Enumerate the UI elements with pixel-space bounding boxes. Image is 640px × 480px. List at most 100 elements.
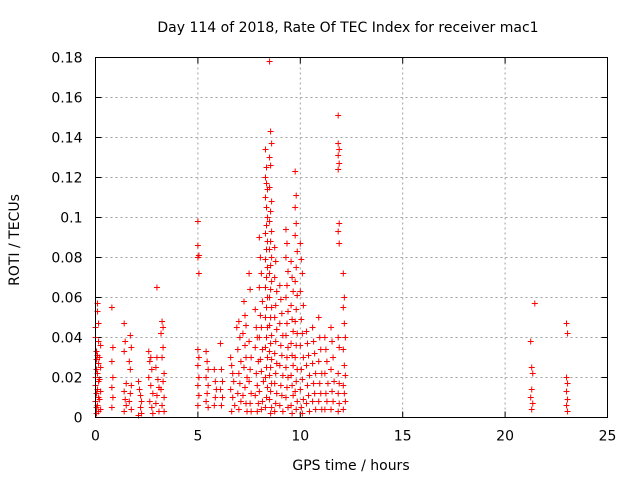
data-point xyxy=(267,128,274,135)
data-point xyxy=(153,284,160,291)
data-point xyxy=(160,344,167,351)
data-point xyxy=(256,334,263,341)
x-tick-label: 0 xyxy=(91,429,100,445)
data-point xyxy=(255,400,262,407)
data-point xyxy=(203,348,210,355)
y-tick-label: 0.08 xyxy=(51,251,82,267)
data-point xyxy=(336,160,343,167)
y-tick-label: 0.12 xyxy=(51,171,82,187)
data-point xyxy=(217,340,224,347)
data-point xyxy=(267,238,274,245)
data-point xyxy=(310,338,317,345)
data-point xyxy=(317,390,324,397)
data-point xyxy=(268,140,275,147)
data-point xyxy=(262,146,269,153)
data-point xyxy=(303,362,310,369)
data-point xyxy=(259,398,266,405)
data-point xyxy=(298,366,305,373)
data-point xyxy=(290,362,297,369)
data-point xyxy=(529,370,536,377)
data-point xyxy=(266,322,273,329)
y-tick-label: 0.16 xyxy=(51,91,82,107)
data-point xyxy=(289,352,296,359)
data-point xyxy=(263,334,270,341)
data-point xyxy=(299,410,306,417)
data-point xyxy=(342,372,349,379)
data-point xyxy=(268,228,275,235)
data-point xyxy=(285,344,292,351)
data-point xyxy=(294,398,301,405)
data-point xyxy=(335,152,342,159)
data-point xyxy=(328,324,335,331)
data-point xyxy=(277,342,284,349)
data-point xyxy=(122,396,129,403)
data-point xyxy=(315,358,322,365)
data-point xyxy=(247,400,254,407)
data-point xyxy=(161,394,168,401)
data-point xyxy=(321,370,328,377)
data-point xyxy=(340,304,347,311)
data-point xyxy=(234,390,241,397)
data-point xyxy=(234,346,241,353)
data-point xyxy=(267,162,274,169)
data-point xyxy=(154,376,161,383)
data-point xyxy=(271,314,278,321)
x-tick-label: 25 xyxy=(599,429,617,445)
data-point xyxy=(252,392,259,399)
data-point xyxy=(128,382,135,389)
data-point xyxy=(262,404,269,411)
data-point xyxy=(276,282,283,289)
data-point xyxy=(276,320,283,327)
data-point xyxy=(268,332,275,339)
data-point xyxy=(267,364,274,371)
data-point xyxy=(146,398,153,405)
data-point xyxy=(219,394,226,401)
data-point xyxy=(267,388,274,395)
data-point xyxy=(330,354,337,361)
data-point xyxy=(126,358,133,365)
data-point xyxy=(299,376,306,383)
data-point xyxy=(341,294,348,301)
data-point xyxy=(229,370,236,377)
data-point xyxy=(300,302,307,309)
y-tick-label: 0.1 xyxy=(60,211,82,227)
data-point xyxy=(322,346,329,353)
data-point xyxy=(335,334,342,341)
data-point xyxy=(194,382,201,389)
data-point xyxy=(205,382,212,389)
data-point xyxy=(321,334,328,341)
data-point xyxy=(564,330,571,337)
data-point xyxy=(268,254,275,261)
data-point xyxy=(297,288,304,295)
data-point xyxy=(288,340,295,347)
x-tick-label: 5 xyxy=(193,429,202,445)
data-point xyxy=(304,340,311,347)
data-point xyxy=(306,372,313,379)
data-point xyxy=(267,410,274,417)
data-point xyxy=(335,370,342,377)
data-point xyxy=(97,406,104,413)
data-point xyxy=(282,254,289,261)
grid xyxy=(95,57,608,418)
data-point xyxy=(266,246,273,253)
data-point xyxy=(160,324,167,331)
data-point xyxy=(128,344,135,351)
data-point xyxy=(217,386,224,393)
data-point xyxy=(246,270,253,277)
data-point xyxy=(127,366,134,373)
data-point xyxy=(212,394,219,401)
data-point xyxy=(146,358,153,365)
data-point xyxy=(282,294,289,301)
data-point xyxy=(258,270,265,277)
data-point xyxy=(289,274,296,281)
data-point xyxy=(218,366,225,373)
data-point xyxy=(93,366,100,373)
data-point xyxy=(260,378,267,385)
data-point xyxy=(153,354,160,361)
data-point xyxy=(263,304,270,311)
data-point xyxy=(289,382,296,389)
data-point xyxy=(297,342,304,349)
data-point xyxy=(298,256,305,263)
data-point xyxy=(300,354,307,361)
data-point xyxy=(152,364,159,371)
